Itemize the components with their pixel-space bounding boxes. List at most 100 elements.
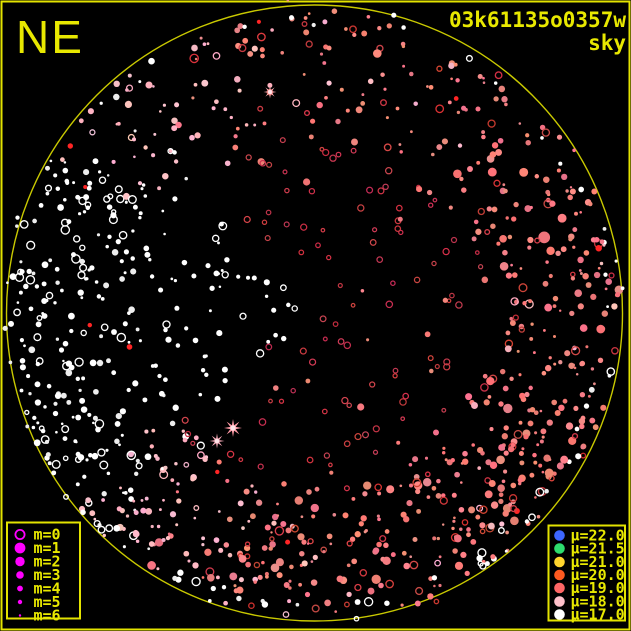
star-point: [429, 368, 434, 374]
star-point: [435, 104, 445, 114]
star-point: [349, 25, 357, 34]
star-point: [604, 287, 608, 291]
star-point: [169, 420, 176, 427]
star-point: [498, 492, 504, 498]
star-point: [533, 460, 538, 465]
star-point: [335, 118, 341, 125]
star-point: [44, 184, 53, 192]
star-point: [332, 321, 339, 328]
star-point: [123, 491, 128, 495]
star-point: [583, 250, 590, 256]
star-point: [269, 541, 276, 548]
star-point: [45, 291, 54, 300]
star-point: [264, 571, 269, 577]
star-point: [282, 611, 290, 618]
star-point: [380, 99, 387, 107]
star-point: [466, 527, 471, 532]
star-point: [268, 398, 273, 404]
star-point: [372, 547, 380, 554]
star-point: [154, 538, 164, 547]
star-point: [51, 470, 57, 476]
star-point: [261, 545, 268, 551]
star-point: [377, 187, 385, 195]
star-point: [63, 198, 67, 202]
star-point: [424, 456, 429, 460]
star-point: [156, 524, 161, 529]
magnitude-size-marker-icon: [15, 556, 25, 567]
star-point: [111, 370, 117, 376]
legend-label: μ=17.0: [571, 606, 625, 624]
star-point: [401, 44, 406, 49]
star-point: [534, 431, 538, 435]
mu-color-marker-icon: [554, 543, 565, 554]
star-point: [83, 169, 90, 176]
star-point: [459, 527, 463, 531]
star-point: [94, 280, 99, 284]
star-point: [585, 345, 589, 349]
star-point: [483, 399, 490, 406]
star-point: [257, 463, 264, 470]
star-point: [158, 390, 165, 397]
mu-color-marker-icon: [554, 596, 565, 607]
star-point: [496, 241, 501, 246]
star-point: [326, 254, 332, 261]
star-point: [574, 211, 578, 216]
star-point: [298, 249, 305, 256]
star-point: [351, 138, 358, 146]
star-point: [544, 488, 549, 494]
star-point: [279, 137, 286, 144]
star-point: [19, 338, 24, 343]
star-point: [103, 282, 110, 289]
star-point: [300, 223, 308, 231]
star-point: [456, 110, 461, 115]
star-point: [565, 189, 569, 193]
star-point: [322, 61, 327, 65]
star-point: [605, 278, 612, 286]
star-point: [486, 206, 492, 212]
star-point: [575, 453, 582, 460]
star-point: [441, 407, 447, 413]
legend-label: m=3: [34, 566, 61, 584]
star-point: [552, 334, 557, 339]
star-point: [43, 405, 47, 409]
star-point: [392, 367, 399, 374]
star-point: [80, 406, 88, 413]
star-point: [545, 189, 551, 195]
star-point: [79, 258, 85, 265]
star-point: [200, 368, 206, 373]
star-point: [441, 138, 448, 145]
star-point: [394, 225, 402, 233]
star-point: [485, 459, 492, 466]
star-point: [25, 424, 30, 429]
star-point: [386, 23, 392, 29]
star-point: [441, 451, 446, 455]
star-point: [385, 579, 394, 589]
star-point: [111, 329, 117, 335]
star-point: [34, 399, 42, 406]
star-point: [268, 90, 272, 94]
legend-label: μ=18.0: [571, 593, 625, 611]
star-point: [286, 302, 291, 308]
star-point: [497, 484, 505, 492]
star-point: [580, 452, 587, 459]
star-point: [382, 183, 389, 191]
star-point: [379, 535, 387, 543]
star-point: [270, 28, 274, 32]
star-point: [479, 505, 488, 514]
star-point: [360, 101, 366, 106]
star-point: [47, 461, 52, 466]
star-point: [133, 155, 136, 159]
star-point: [78, 118, 84, 124]
star-point: [65, 369, 73, 377]
star-point: [480, 451, 485, 456]
star-point: [409, 560, 419, 570]
star-point: [354, 599, 361, 605]
sky-circle-boundary: [5, 4, 624, 622]
star-point: [491, 142, 499, 149]
legend-label: m=4: [34, 580, 61, 598]
star-point: [351, 496, 356, 501]
star-point: [234, 27, 241, 34]
star-point: [536, 514, 541, 519]
star-point: [63, 493, 69, 500]
